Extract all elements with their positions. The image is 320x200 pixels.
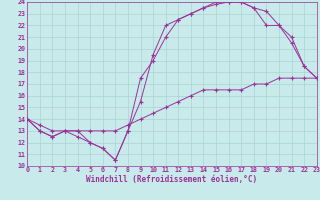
X-axis label: Windchill (Refroidissement éolien,°C): Windchill (Refroidissement éolien,°C) — [86, 175, 258, 184]
